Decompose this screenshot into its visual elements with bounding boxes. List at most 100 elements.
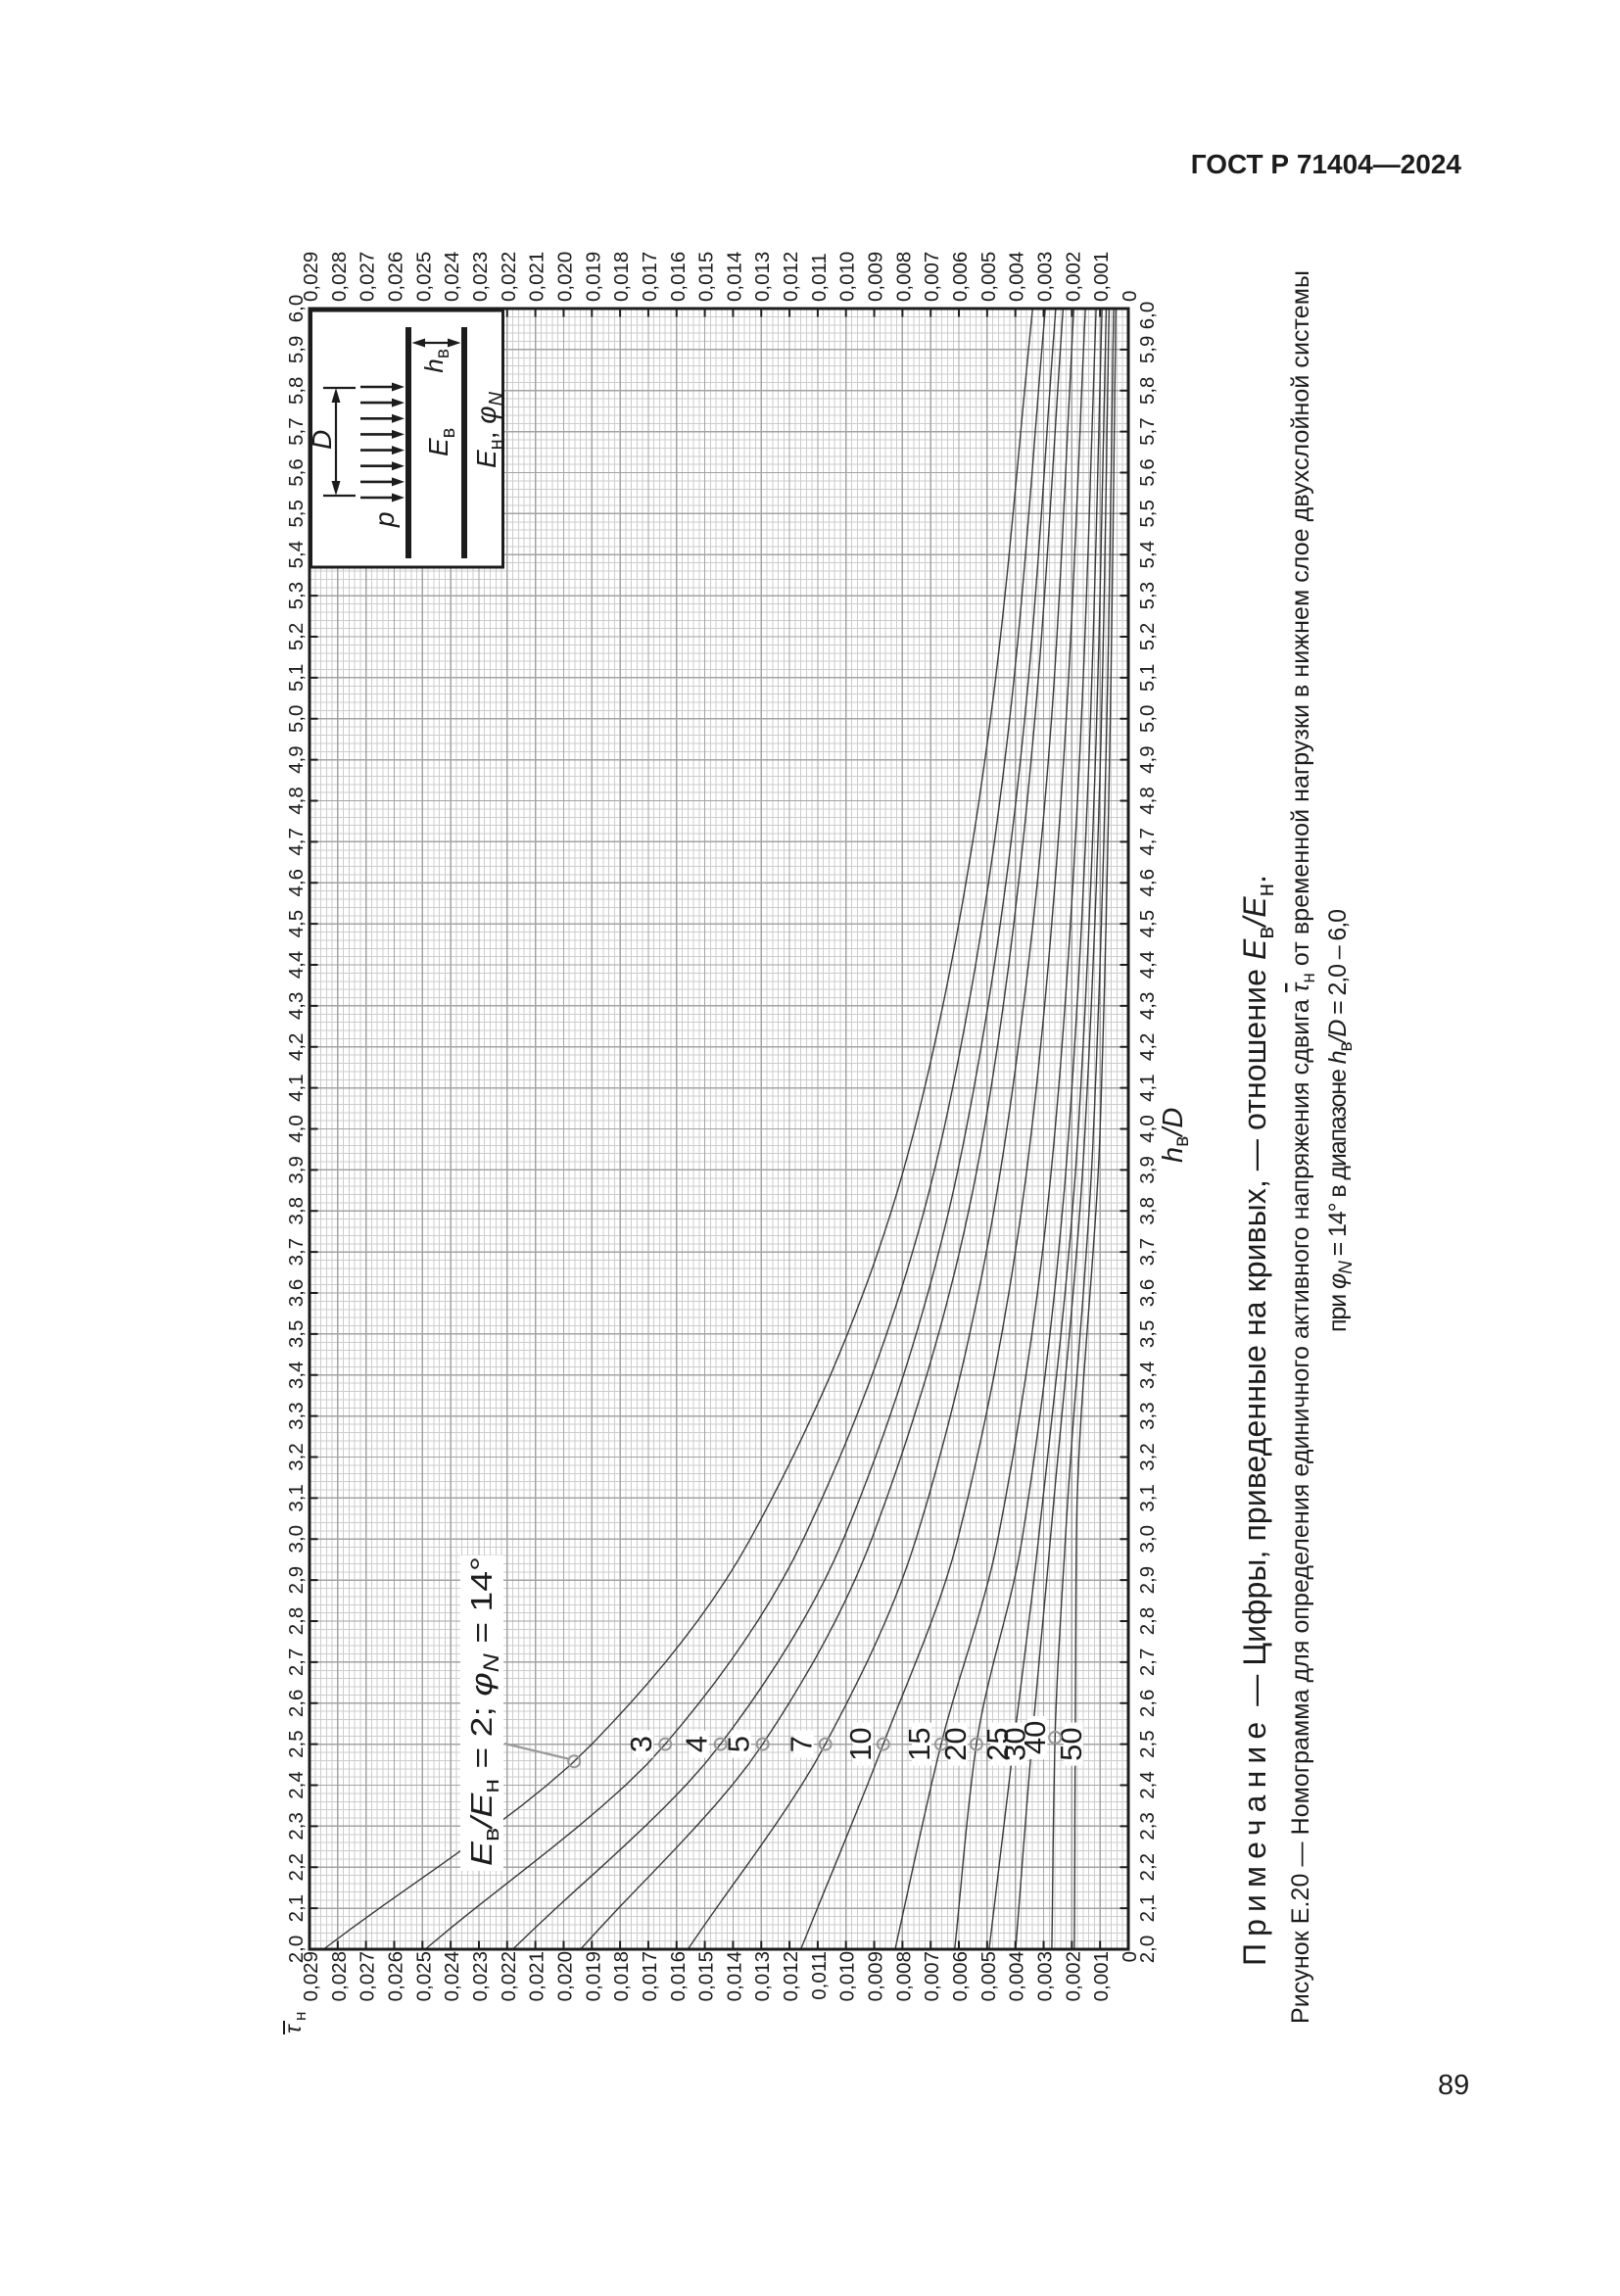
- svg-text:5,8: 5,8: [285, 377, 308, 406]
- svg-text:2,5: 2,5: [285, 1730, 308, 1758]
- svg-text:4,2: 4,2: [1136, 1033, 1159, 1062]
- svg-text:0,006: 0,006: [949, 252, 972, 302]
- svg-text:4,7: 4,7: [285, 828, 308, 856]
- svg-text:4,7: 4,7: [1136, 828, 1159, 856]
- svg-text:0,010: 0,010: [836, 1951, 859, 2001]
- svg-text:7: 7: [785, 1736, 819, 1752]
- svg-text:5,9: 5,9: [1136, 336, 1159, 364]
- svg-text:0: 0: [1119, 1951, 1141, 1962]
- svg-text:2,2: 2,2: [1136, 1853, 1159, 1882]
- svg-text:0,027: 0,027: [357, 252, 379, 302]
- svg-text:0,018: 0,018: [610, 1951, 633, 2001]
- svg-text:4,3: 4,3: [285, 992, 308, 1021]
- svg-text:0,019: 0,019: [582, 1951, 604, 2001]
- svg-text:0,009: 0,009: [865, 1951, 887, 2001]
- svg-text:6,0: 6,0: [285, 295, 308, 323]
- svg-text:0,014: 0,014: [723, 252, 745, 302]
- svg-text:0,007: 0,007: [921, 252, 943, 302]
- svg-text:89: 89: [1438, 2070, 1469, 2101]
- svg-text:3,6: 3,6: [285, 1279, 308, 1308]
- svg-text:3,0: 3,0: [285, 1525, 308, 1554]
- svg-text:0,022: 0,022: [498, 252, 520, 302]
- svg-text:4,8: 4,8: [1136, 787, 1159, 815]
- svg-text:3,9: 3,9: [1136, 1156, 1159, 1184]
- svg-text:при φN = 14° в диапазоне hв/D: при φN = 14° в диапазоне hв/D = 2,0 – 6,…: [1324, 909, 1357, 1332]
- svg-text:2,9: 2,9: [1136, 1566, 1159, 1595]
- svg-text:0,005: 0,005: [977, 1951, 1000, 2001]
- svg-text:4,5: 4,5: [1136, 910, 1159, 938]
- svg-text:5,3: 5,3: [1136, 582, 1159, 610]
- svg-text:0,003: 0,003: [1034, 1951, 1057, 2001]
- svg-text:30: 30: [997, 1727, 1031, 1760]
- svg-text:20: 20: [938, 1727, 973, 1760]
- svg-text:Примечание — Цифры, приведенны: Примечание — Цифры, приведенные на кривы…: [1237, 875, 1279, 1966]
- svg-text:0,026: 0,026: [385, 1951, 407, 2001]
- svg-text:5,5: 5,5: [1136, 500, 1159, 528]
- svg-text:15: 15: [902, 1727, 936, 1760]
- svg-text:0,004: 0,004: [1006, 1951, 1028, 2001]
- svg-text:0,017: 0,017: [639, 1951, 661, 2001]
- svg-text:Eв/Eн = 2; φN = 14°: Eв/Eн = 2; φN = 14°: [464, 1556, 503, 1866]
- svg-text:0,023: 0,023: [469, 1951, 492, 2001]
- svg-text:0,024: 0,024: [441, 1951, 463, 2001]
- svg-text:4,0: 4,0: [1136, 1115, 1159, 1143]
- svg-text:5,2: 5,2: [1136, 623, 1159, 651]
- svg-text:0,023: 0,023: [469, 252, 492, 302]
- svg-text:4,5: 4,5: [285, 910, 308, 938]
- svg-text:0,016: 0,016: [667, 252, 690, 302]
- svg-text:0,003: 0,003: [1034, 252, 1057, 302]
- svg-text:5,7: 5,7: [1136, 417, 1159, 446]
- svg-text:5,3: 5,3: [285, 582, 308, 610]
- svg-text:2,3: 2,3: [1136, 1812, 1159, 1841]
- svg-text:0,020: 0,020: [553, 252, 576, 302]
- svg-text:3,4: 3,4: [285, 1362, 308, 1390]
- svg-text:2,7: 2,7: [1136, 1649, 1159, 1677]
- svg-text:0,013: 0,013: [751, 252, 774, 302]
- svg-text:Рисунок Е.20 — Номограмма для: Рисунок Е.20 — Номограмма для определени…: [1287, 270, 1319, 2024]
- svg-text:4,9: 4,9: [285, 745, 308, 774]
- svg-text:0,016: 0,016: [667, 1951, 690, 2001]
- svg-text:3,8: 3,8: [285, 1197, 308, 1225]
- svg-text:0,012: 0,012: [780, 252, 802, 302]
- svg-text:τ: τ: [280, 2024, 306, 2033]
- svg-text:2,8: 2,8: [285, 1607, 308, 1636]
- svg-text:0,013: 0,013: [751, 1951, 774, 2001]
- svg-text:3,5: 3,5: [1136, 1320, 1159, 1349]
- svg-text:0,025: 0,025: [412, 252, 435, 302]
- svg-text:0: 0: [1119, 291, 1141, 302]
- svg-text:0,021: 0,021: [526, 1951, 548, 2001]
- svg-text:2,0: 2,0: [285, 1936, 308, 1964]
- svg-text:3,4: 3,4: [1136, 1362, 1159, 1390]
- svg-text:0,029: 0,029: [300, 1951, 322, 2001]
- svg-text:4,9: 4,9: [1136, 745, 1159, 774]
- svg-text:0,022: 0,022: [498, 1951, 520, 2001]
- svg-text:3,9: 3,9: [285, 1156, 308, 1184]
- svg-text:5,7: 5,7: [285, 417, 308, 446]
- svg-text:2,5: 2,5: [1136, 1730, 1159, 1758]
- svg-text:2,2: 2,2: [285, 1853, 308, 1882]
- svg-text:5: 5: [722, 1736, 756, 1752]
- svg-text:4,2: 4,2: [285, 1033, 308, 1062]
- svg-text:25: 25: [980, 1727, 1015, 1760]
- svg-text:5,1: 5,1: [285, 664, 308, 693]
- svg-text:3,1: 3,1: [285, 1484, 308, 1512]
- svg-text:0,029: 0,029: [300, 252, 322, 302]
- svg-text:6,0: 6,0: [1136, 302, 1159, 330]
- svg-text:2,8: 2,8: [1136, 1607, 1159, 1636]
- svg-text:0,004: 0,004: [1006, 252, 1028, 302]
- svg-text:0,019: 0,019: [582, 252, 604, 302]
- svg-text:4: 4: [680, 1736, 714, 1752]
- svg-text:2,1: 2,1: [1136, 1894, 1159, 1923]
- svg-text:5,8: 5,8: [1136, 377, 1159, 406]
- svg-text:0,028: 0,028: [328, 1951, 351, 2001]
- svg-text:2,1: 2,1: [285, 1894, 308, 1923]
- svg-text:5,4: 5,4: [1136, 541, 1159, 569]
- svg-text:0,011: 0,011: [808, 1951, 831, 2000]
- svg-text:5,9: 5,9: [285, 336, 308, 364]
- svg-text:5,0: 5,0: [1136, 705, 1159, 734]
- svg-text:0,005: 0,005: [977, 252, 1000, 302]
- svg-text:0,028: 0,028: [328, 252, 351, 302]
- svg-text:2,6: 2,6: [1136, 1690, 1159, 1718]
- svg-text:0,011: 0,011: [808, 253, 831, 302]
- svg-text:0,025: 0,025: [412, 1951, 435, 2001]
